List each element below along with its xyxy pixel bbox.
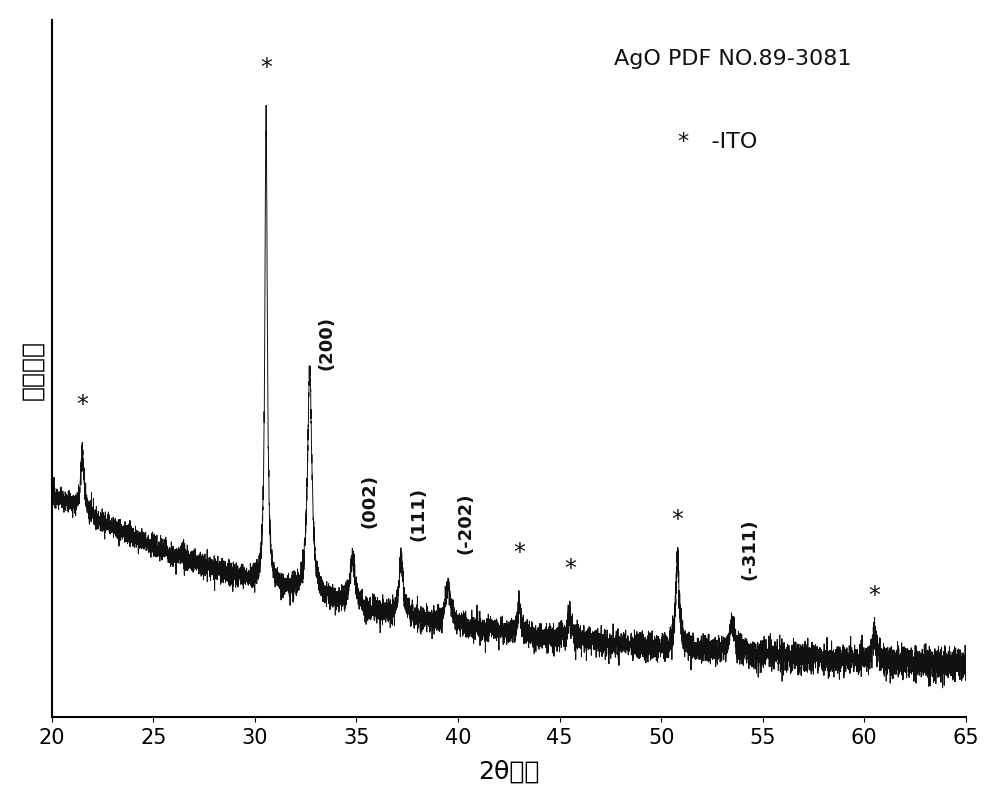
Text: (-202): (-202) [456,491,474,553]
Text: *: * [869,583,880,607]
Text: (111): (111) [409,486,427,540]
Text: *: * [513,540,525,565]
Text: (200): (200) [318,316,336,369]
Text: (002): (002) [361,473,379,527]
Text: *: * [260,56,272,80]
Text: * -ITO: * -ITO [678,132,757,153]
Text: *: * [564,556,576,581]
X-axis label: 2θ角度: 2θ角度 [478,758,540,782]
Text: (-311): (-311) [740,518,758,580]
Text: AgO PDF NO.89-3081: AgO PDF NO.89-3081 [614,49,851,68]
Y-axis label: 相对强度: 相对强度 [21,339,45,399]
Text: *: * [76,393,88,417]
Text: *: * [671,507,683,532]
